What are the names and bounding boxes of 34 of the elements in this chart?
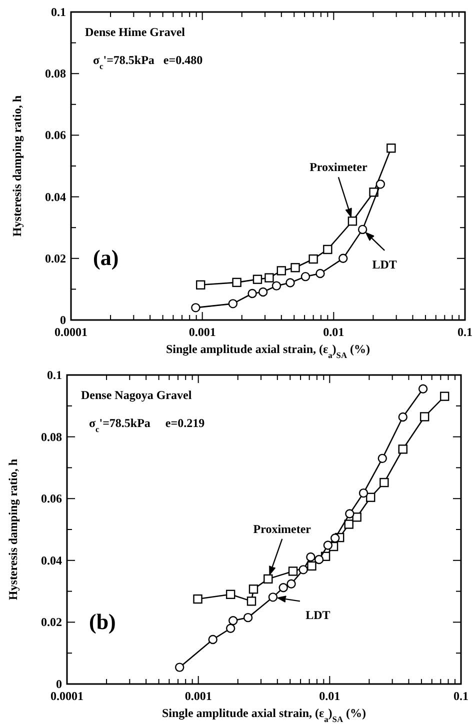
text: LDT — [306, 608, 330, 622]
y-tick-label: 0.06 — [41, 492, 62, 506]
y-axis-title: Hysteresis damping ratio, h — [6, 458, 20, 600]
y-tick-label: 0.1 — [51, 5, 66, 19]
x-tick-label: 0.01 — [323, 325, 344, 339]
annotation: (b) — [89, 609, 116, 634]
text: Dense Nagoya Gravel — [81, 388, 192, 402]
x-axis-title: Single amplitude axial strain, (ε$_{a}$)$_{SA}$ (%) — [162, 706, 366, 724]
y-axis-title: Hysteresis damping ratio, h — [10, 95, 24, 237]
annotation: (a) — [93, 245, 119, 270]
y-tick-label: 0.02 — [45, 251, 66, 266]
text: Dense Hime Gravel — [85, 25, 186, 39]
x-axis-title: Single amplitude axial strain, (ε$_{a}$)$_{SA}$ (%) — [166, 342, 370, 360]
y-tick-label: 0 — [60, 313, 66, 327]
y-tick-label: 0.08 — [41, 430, 62, 444]
text: σ$_{c}$'=78.5kPa e=0.480 — [93, 53, 203, 70]
y-tick-label: 0.08 — [45, 66, 66, 81]
y-tick-label: 0.1 — [47, 368, 62, 382]
x-tick-label: 0.0001 — [54, 325, 88, 339]
x-tick-label: 0.01 — [319, 689, 340, 703]
x-tick-label: 0.001 — [188, 325, 216, 339]
y-tick-label: 0.04 — [41, 553, 62, 568]
y-tick-label: 0.04 — [45, 190, 66, 204]
y-tick-label: 0.02 — [41, 615, 62, 630]
x-tick-label: 0.0001 — [50, 689, 84, 703]
x-tick-label: 0.001 — [184, 689, 212, 703]
x-tick-label: 0.1 — [458, 325, 472, 339]
text: σ$_{c}$'=78.5kPa e=0.219 — [89, 416, 205, 434]
y-tick-label: 0 — [56, 677, 62, 691]
y-tick-label: 0.06 — [45, 128, 66, 142]
x-tick-label: 0.1 — [454, 689, 468, 703]
series-label: Proximeter — [253, 522, 312, 536]
series-label: Proximeter — [310, 160, 368, 174]
legend-label: LDT — [372, 257, 397, 272]
